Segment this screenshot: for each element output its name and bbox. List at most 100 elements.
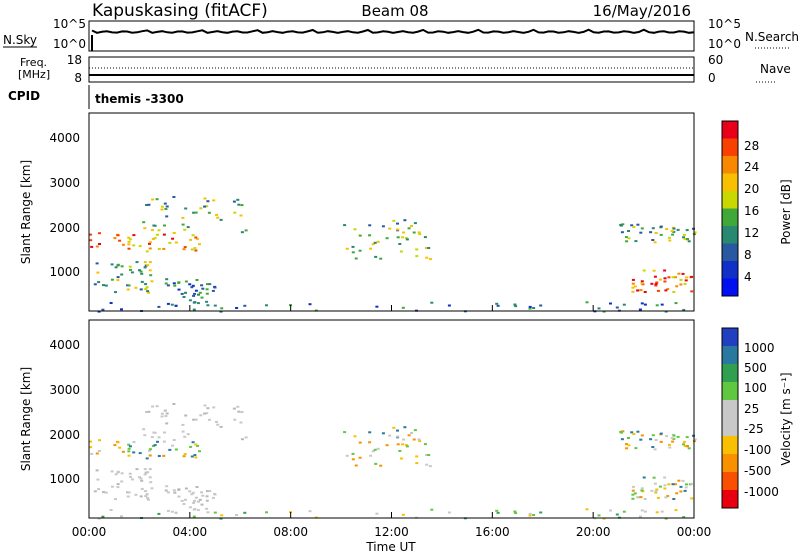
velocity-cell — [135, 468, 139, 471]
velocity-cell — [639, 496, 643, 499]
station-title: Kapuskasing (fitACF) — [92, 1, 268, 21]
power-cell — [198, 291, 202, 294]
velocity-cell — [150, 436, 154, 439]
velocity-cell — [164, 415, 168, 417]
velocity-cell — [654, 491, 658, 494]
power-cell — [193, 301, 197, 304]
power-cell — [622, 303, 626, 306]
velocity-cell — [95, 469, 99, 472]
power-cell — [120, 273, 124, 276]
velocity-colorbar-swatch — [722, 454, 738, 473]
velocity-cell — [163, 431, 166, 434]
power-colorbar-label: Power [dB] — [779, 179, 793, 244]
power-cell — [351, 251, 355, 254]
power-cell — [145, 204, 148, 206]
velocity-cell — [396, 429, 399, 432]
velocity-cell — [631, 493, 635, 496]
power-cell — [671, 233, 675, 236]
power-cell — [423, 236, 427, 239]
velocity-cell — [192, 418, 196, 421]
power-cell — [658, 278, 662, 281]
velocity-cell — [127, 447, 131, 450]
power-cell — [650, 282, 654, 285]
velocity-cell — [152, 431, 156, 434]
velocity-cell — [149, 481, 153, 484]
freq-right-tick-top: 60 — [708, 53, 723, 67]
velocity-cell — [653, 448, 657, 451]
velocity-colorbar — [722, 328, 738, 509]
velocity-cell — [371, 450, 375, 453]
velocity-cell — [140, 487, 144, 490]
velocity-cell — [211, 496, 215, 499]
power-cell — [182, 248, 186, 251]
power-cell — [150, 229, 154, 232]
velocity-cell — [126, 495, 130, 498]
power-cell — [639, 289, 643, 292]
power-cell — [168, 241, 172, 244]
velocity-cell — [165, 485, 169, 488]
velocity-cell — [157, 512, 161, 515]
velocity-cell — [403, 426, 407, 429]
power-cell — [188, 299, 192, 302]
power-cell — [405, 238, 409, 241]
velocity-cell — [147, 498, 150, 501]
velocity-cell — [148, 449, 151, 452]
velocity-cell — [196, 444, 199, 447]
power-cell — [244, 229, 248, 232]
power-cell — [636, 289, 640, 292]
velocity-cell — [98, 450, 101, 452]
velocity-cell — [188, 490, 192, 493]
power-cell — [206, 283, 209, 286]
velocity-cell — [663, 484, 667, 487]
velocity-cell — [651, 446, 655, 448]
power-cell — [528, 307, 532, 310]
velocity-cell — [199, 414, 203, 417]
power-cell — [157, 229, 161, 232]
power-cell — [632, 226, 636, 228]
cpid-value: themis -3300 — [95, 92, 184, 106]
power-cell — [192, 308, 196, 311]
velocity-cell — [634, 447, 638, 450]
power-cell — [388, 227, 392, 230]
power-cell — [671, 276, 675, 279]
power-cell — [676, 228, 680, 231]
velocity-cell — [216, 423, 220, 426]
velocity-cell — [675, 492, 679, 495]
velocity-cell — [205, 507, 209, 510]
velocity-cell — [113, 444, 117, 447]
power-cell — [679, 283, 683, 286]
velocity-cell — [193, 508, 197, 511]
velocity-cell — [656, 496, 660, 499]
velocity-cell — [396, 443, 400, 446]
velocity-cell — [183, 453, 187, 456]
power-cell — [213, 304, 217, 307]
velocity-cell — [172, 489, 176, 492]
power-cell — [208, 283, 212, 286]
power-cell — [634, 240, 638, 243]
x-tick-label: 20:00 — [576, 525, 611, 539]
power-cell — [190, 286, 194, 289]
velocity-cell — [630, 431, 634, 434]
velocity-cell — [405, 445, 409, 448]
power-cell — [417, 231, 421, 234]
power-cell — [681, 272, 685, 275]
velocity-cell — [677, 479, 681, 482]
velocity-cell — [182, 503, 186, 505]
velocity-cell — [401, 443, 405, 446]
velocity-cell — [132, 441, 136, 444]
power-cell — [206, 304, 210, 307]
power-cell — [211, 289, 215, 292]
velocity-cell — [654, 439, 658, 441]
power-cell — [668, 239, 672, 242]
power-cell — [165, 215, 169, 218]
velocity-cell — [127, 450, 131, 453]
power-cell — [184, 291, 187, 294]
power-cell — [114, 266, 118, 269]
power-cell — [667, 276, 671, 279]
power-cell — [177, 288, 181, 291]
velocity-cell — [173, 491, 177, 494]
power-cell — [151, 238, 155, 240]
velocity-cell — [237, 410, 241, 413]
velocity-cell — [682, 516, 686, 518]
velocity-cell — [148, 468, 152, 471]
